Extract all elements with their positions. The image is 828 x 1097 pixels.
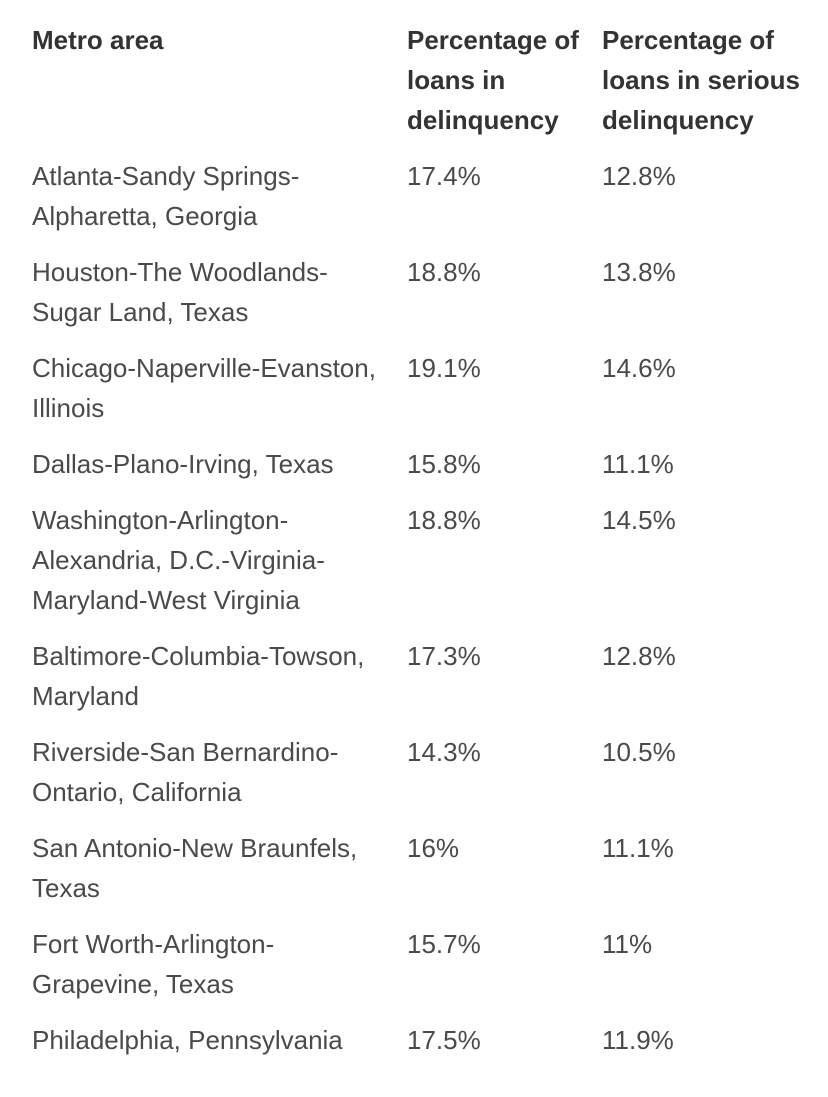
serious-delinquency-cell: 14.6% bbox=[602, 353, 676, 383]
table-row: Fort Worth-Arlington-Grapevine, Texas 15… bbox=[24, 924, 814, 1020]
metro-area-cell: Washington-Arlington-Alexandria, D.C.-Vi… bbox=[32, 505, 325, 615]
metro-area-cell: Houston-The Woodlands-Sugar Land, Texas bbox=[32, 257, 328, 327]
serious-delinquency-cell: 11.9% bbox=[602, 1025, 674, 1055]
table-row: San Antonio-New Braunfels, Texas 16% 11.… bbox=[24, 828, 814, 924]
serious-delinquency-cell: 11.1% bbox=[602, 449, 674, 479]
table-row: Baltimore-Columbia-Towson, Maryland 17.3… bbox=[24, 636, 814, 732]
metro-area-cell: Baltimore-Columbia-Towson, Maryland bbox=[32, 641, 365, 711]
table-row: Philadelphia, Pennsylvania 17.5% 11.9% bbox=[24, 1020, 814, 1076]
header-metro-area: Metro area bbox=[32, 25, 164, 55]
delinquency-cell: 16% bbox=[407, 833, 460, 863]
header-row: Metro area Percentage of loans in delinq… bbox=[24, 20, 814, 156]
header-delinquency: Percentage of loans in delinquency bbox=[407, 25, 579, 135]
metro-area-cell: San Antonio-New Braunfels, Texas bbox=[32, 833, 358, 903]
table-row: Riverside-San Bernardino-Ontario, Califo… bbox=[24, 732, 814, 828]
serious-delinquency-cell: 12.8% bbox=[602, 641, 676, 671]
metro-area-cell: Atlanta-Sandy Springs-Alpharetta, Georgi… bbox=[32, 161, 300, 231]
metro-area-cell: Dallas-Plano-Irving, Texas bbox=[32, 449, 334, 479]
serious-delinquency-cell: 12.8% bbox=[602, 161, 676, 191]
table-row: Atlanta-Sandy Springs-Alpharetta, Georgi… bbox=[24, 156, 814, 252]
delinquency-cell: 15.7% bbox=[407, 929, 481, 959]
metro-area-cell: Philadelphia, Pennsylvania bbox=[32, 1025, 343, 1055]
serious-delinquency-cell: 10.5% bbox=[602, 737, 676, 767]
delinquency-cell: 17.3% bbox=[407, 641, 481, 671]
delinquency-cell: 17.4% bbox=[407, 161, 481, 191]
table-row: Houston-The Woodlands-Sugar Land, Texas … bbox=[24, 252, 814, 348]
delinquency-cell: 17.5% bbox=[407, 1025, 481, 1055]
serious-delinquency-cell: 11% bbox=[602, 929, 653, 959]
table-row: Chicago-Naperville-Evanston, Illinois 19… bbox=[24, 348, 814, 444]
table-row: Washington-Arlington-Alexandria, D.C.-Vi… bbox=[24, 500, 814, 636]
delinquency-cell: 15.8% bbox=[407, 449, 481, 479]
metro-area-cell: Riverside-San Bernardino-Ontario, Califo… bbox=[32, 737, 339, 807]
delinquency-table: Metro area Percentage of loans in delinq… bbox=[24, 20, 814, 1076]
serious-delinquency-cell: 14.5% bbox=[602, 505, 676, 535]
metro-area-cell: Fort Worth-Arlington-Grapevine, Texas bbox=[32, 929, 275, 999]
header-serious-delinquency: Percentage of loans in serious delinquen… bbox=[602, 25, 800, 135]
serious-delinquency-cell: 11.1% bbox=[602, 833, 674, 863]
serious-delinquency-cell: 13.8% bbox=[602, 257, 676, 287]
table-row: Dallas-Plano-Irving, Texas 15.8% 11.1% bbox=[24, 444, 814, 500]
delinquency-cell: 14.3% bbox=[407, 737, 481, 767]
delinquency-cell: 19.1% bbox=[407, 353, 481, 383]
delinquency-cell: 18.8% bbox=[407, 257, 481, 287]
delinquency-cell: 18.8% bbox=[407, 505, 481, 535]
metro-area-cell: Chicago-Naperville-Evanston, Illinois bbox=[32, 353, 376, 423]
